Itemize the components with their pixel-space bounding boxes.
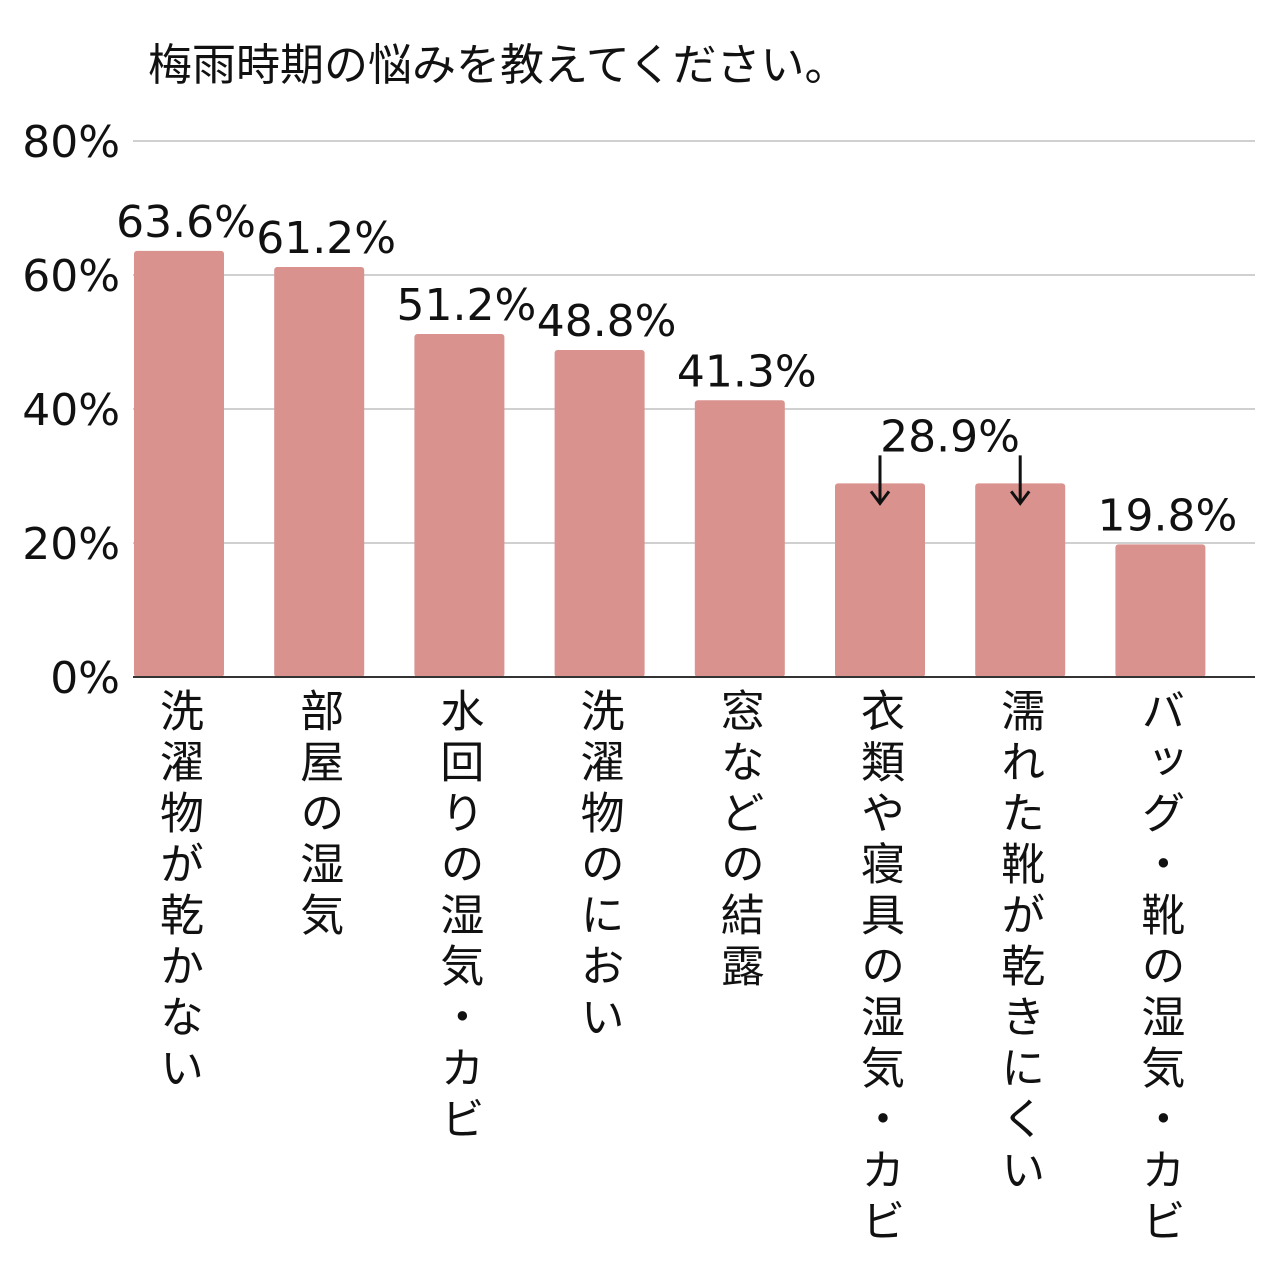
y-tick-label: 60% [22, 251, 120, 302]
category-label: 衣類や寝具の湿気・カビ [853, 688, 904, 1249]
bar [554, 350, 645, 677]
category-label: 濡れた靴が乾きにくい [993, 688, 1045, 1198]
category-label: バッグ・靴の湿気・カビ [1133, 688, 1185, 1249]
bar [835, 483, 925, 677]
data-label: 63.6% [116, 197, 256, 248]
data-label: 28.9% [880, 411, 1020, 462]
data-label: 41.3% [677, 346, 817, 397]
y-tick-label: 40% [22, 385, 120, 436]
data-label: 51.2% [397, 280, 537, 331]
y-tick-label: 80% [22, 117, 120, 168]
data-labels: 63.6% 61.2%51.2% 48.8%41.3% 28.9% 19.8% [116, 197, 1237, 541]
bar [274, 266, 365, 677]
data-label: 48.8% [537, 296, 677, 347]
y-tick-labels: 0% 20% 40% 60% 80% [22, 117, 120, 704]
y-tick-label: 20% [22, 519, 120, 570]
data-label: 61.2% [256, 213, 396, 264]
category-label: 洗濯物のにおい [572, 688, 624, 1045]
bar [1115, 544, 1206, 677]
bars [134, 250, 1206, 677]
bar [414, 333, 505, 677]
bar [694, 400, 785, 677]
data-label: 19.8% [1098, 490, 1238, 541]
arrow-head [869, 490, 891, 506]
bar [134, 250, 224, 677]
y-tick-label: 0% [50, 653, 120, 704]
category-label: 水回りの湿気・カビ [432, 688, 484, 1147]
annotation-arrows [869, 455, 1031, 506]
category-label: 部屋の湿気 [292, 688, 344, 943]
bar [975, 483, 1066, 677]
chart-title: 梅雨時期の悩みを教えてください。 [148, 40, 849, 91]
category-label: 洗濯物が乾かない [152, 688, 203, 1096]
category-label: 窓などの結露 [712, 688, 764, 994]
arrow-head [1010, 490, 1031, 506]
